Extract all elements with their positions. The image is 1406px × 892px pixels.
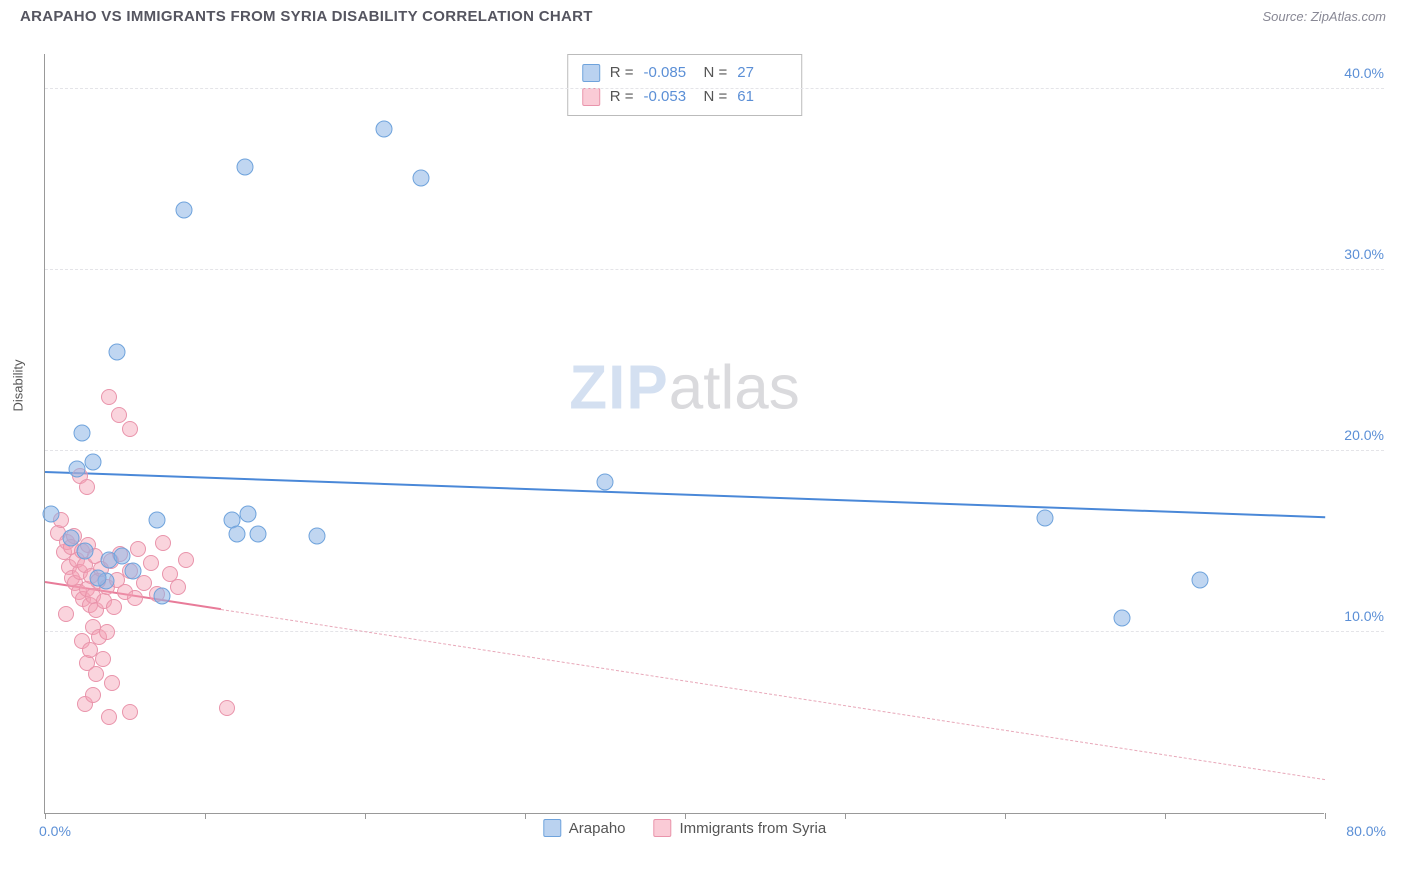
data-point-pink: [79, 479, 95, 495]
x-tick: [1165, 813, 1166, 819]
gridline: [45, 450, 1384, 451]
data-point-pink: [85, 687, 101, 703]
swatch-blue-icon: [543, 819, 561, 837]
scatter-plot: ZIPatlas R = -0.085 N = 27 R = -0.053 N …: [44, 54, 1324, 814]
data-point-pink: [127, 590, 143, 606]
data-point-pink: [178, 552, 194, 568]
x-tick: [685, 813, 686, 819]
data-point-blue: [1192, 571, 1209, 588]
gridline: [45, 631, 1384, 632]
data-point-pink: [143, 555, 159, 571]
legend-label-pink: Immigrants from Syria: [680, 820, 827, 837]
data-point-pink: [111, 407, 127, 423]
y-tick-label: 20.0%: [1344, 427, 1384, 443]
data-point-blue: [73, 425, 90, 442]
x-tick: [365, 813, 366, 819]
data-point-blue: [413, 169, 430, 186]
data-point-pink: [101, 709, 117, 725]
data-point-blue: [597, 473, 614, 490]
legend-item-pink: Immigrants from Syria: [654, 819, 827, 837]
y-tick-label: 30.0%: [1344, 246, 1384, 262]
data-point-blue: [249, 526, 266, 543]
data-point-blue: [85, 453, 102, 470]
data-point-pink: [99, 624, 115, 640]
gridline: [45, 88, 1384, 89]
r-value-blue: -0.085: [644, 61, 694, 85]
data-point-pink: [101, 389, 117, 405]
r-label: R =: [610, 61, 634, 85]
x-tick: [1325, 813, 1326, 819]
n-value-blue: 27: [737, 61, 787, 85]
data-point-blue: [176, 202, 193, 219]
data-point-pink: [122, 704, 138, 720]
x-tick: [1005, 813, 1006, 819]
swatch-pink-icon: [582, 88, 600, 106]
stats-legend-box: R = -0.085 N = 27 R = -0.053 N = 61: [567, 54, 803, 116]
data-point-blue: [376, 121, 393, 138]
data-point-blue: [149, 511, 166, 528]
data-point-blue: [237, 159, 254, 176]
x-axis-min-label: 0.0%: [39, 823, 71, 839]
legend-label-blue: Arapaho: [569, 820, 626, 837]
data-point-blue: [1037, 510, 1054, 527]
data-point-blue: [69, 461, 86, 478]
data-point-pink: [95, 651, 111, 667]
data-point-pink: [104, 675, 120, 691]
x-tick: [45, 813, 46, 819]
x-axis-max-label: 80.0%: [1346, 823, 1386, 839]
swatch-pink-icon: [654, 819, 672, 837]
data-point-blue: [77, 542, 94, 559]
data-point-blue: [125, 562, 142, 579]
n-label: N =: [704, 61, 728, 85]
data-point-blue: [229, 526, 246, 543]
x-tick: [845, 813, 846, 819]
chart-title: ARAPAHO VS IMMIGRANTS FROM SYRIA DISABIL…: [20, 8, 593, 25]
gridline: [45, 269, 1384, 270]
watermark: ZIPatlas: [569, 352, 799, 423]
data-point-pink: [219, 700, 235, 716]
data-point-blue: [309, 528, 326, 545]
data-point-pink: [155, 535, 171, 551]
data-point-blue: [240, 506, 257, 523]
y-tick-label: 10.0%: [1344, 608, 1384, 624]
data-point-blue: [89, 569, 106, 586]
data-point-blue: [43, 506, 60, 523]
source-label: Source: ZipAtlas.com: [1262, 9, 1386, 24]
trend-line: [221, 609, 1325, 780]
data-point-pink: [88, 666, 104, 682]
data-point-blue: [153, 587, 170, 604]
data-point-pink: [122, 421, 138, 437]
data-point-pink: [58, 606, 74, 622]
x-tick: [205, 813, 206, 819]
trend-line: [45, 471, 1325, 518]
data-point-pink: [130, 541, 146, 557]
legend-item-blue: Arapaho: [543, 819, 626, 837]
data-point-blue: [109, 343, 126, 360]
watermark-atlas: atlas: [669, 353, 800, 422]
data-point-blue: [1113, 609, 1130, 626]
swatch-blue-icon: [582, 64, 600, 82]
series-legend: Arapaho Immigrants from Syria: [543, 819, 826, 837]
y-tick-label: 40.0%: [1344, 65, 1384, 81]
x-tick: [525, 813, 526, 819]
y-axis-title: Disability: [11, 359, 26, 411]
chart-header: ARAPAHO VS IMMIGRANTS FROM SYRIA DISABIL…: [0, 0, 1406, 29]
data-point-pink: [170, 579, 186, 595]
data-point-pink: [106, 599, 122, 615]
watermark-zip: ZIP: [569, 353, 668, 422]
data-point-blue: [62, 529, 79, 546]
data-point-blue: [113, 548, 130, 565]
stats-row-blue: R = -0.085 N = 27: [582, 61, 788, 85]
